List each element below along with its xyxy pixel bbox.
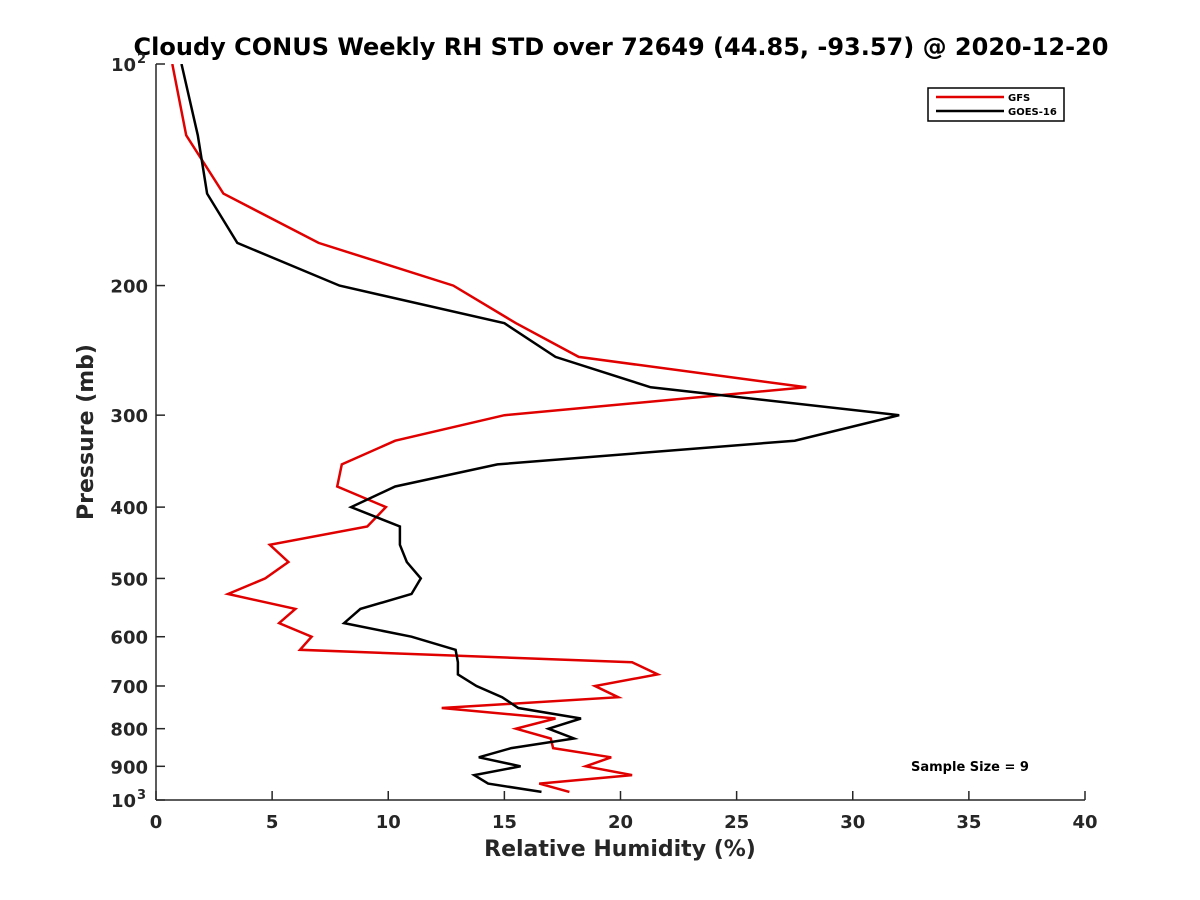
x-tick-label: 20 — [608, 812, 633, 833]
x-tick-label: 35 — [956, 812, 981, 833]
series-layer — [171, 64, 900, 794]
y-axis-label: Pressure (mb) — [74, 344, 99, 520]
sample-size-annotation: Sample Size = 9 — [911, 760, 1029, 775]
y-tick-label: 800 — [110, 720, 148, 741]
x-ticks: 0 5 10 15 20 25 30 35 40 — [150, 791, 1098, 833]
x-tick-label: 15 — [492, 812, 517, 833]
chart-title: Cloudy CONUS Weekly RH STD over 72649 (4… — [134, 33, 1109, 61]
y-tick-exponent: 3 — [137, 788, 146, 803]
x-tick-label: 10 — [376, 812, 401, 833]
x-tick-label: 5 — [266, 812, 279, 833]
y-tick-label: 400 — [110, 498, 148, 519]
x-tick-label: 40 — [1072, 812, 1097, 833]
y-tick-label: 200 — [110, 277, 148, 298]
y-tick-label: 10 — [111, 791, 136, 812]
x-tick-label: 30 — [840, 812, 865, 833]
y-tick-label: 10 — [111, 55, 136, 76]
plot-area — [156, 64, 1085, 800]
series-line-goes-16 — [180, 64, 900, 794]
legend-label-goes-16: GOES-16 — [1008, 107, 1057, 118]
x-axis-label: Relative Humidity (%) — [484, 837, 756, 862]
legend-box — [927, 87, 1065, 122]
y-tick-label: 700 — [110, 677, 148, 698]
legend-label-gfs: GFS — [1008, 93, 1030, 104]
x-tick-label: 25 — [724, 812, 749, 833]
y-tick-exponent: 2 — [137, 52, 146, 67]
y-tick-label: 300 — [110, 406, 148, 427]
series-line-gfs — [171, 64, 807, 794]
y-tick-label: 500 — [110, 569, 148, 590]
legend: GFS GOES-16 — [927, 87, 1065, 122]
y-tick-label: 900 — [110, 757, 148, 778]
y-tick-label: 600 — [110, 628, 148, 649]
x-tick-label: 0 — [150, 812, 163, 833]
